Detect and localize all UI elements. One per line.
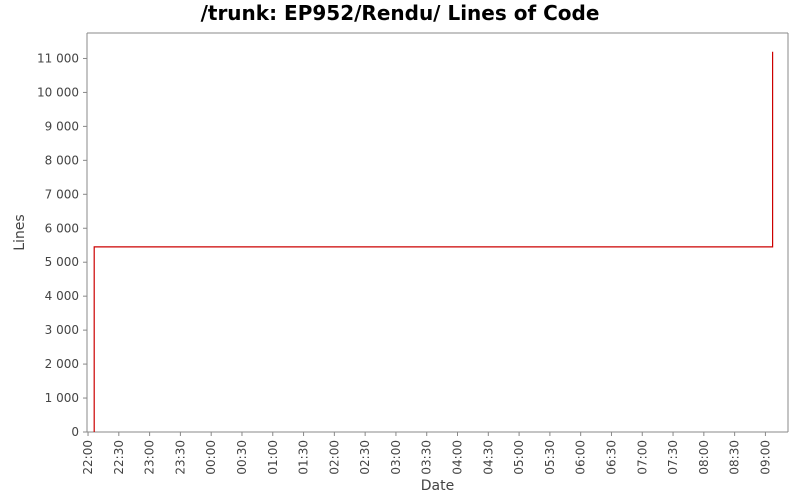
- x-tick-label: 02:30: [358, 440, 372, 475]
- x-tick-label: 05:30: [543, 440, 557, 475]
- x-tick-label: 04:00: [451, 440, 465, 475]
- y-tick-label: 0: [71, 425, 79, 439]
- plot-area: [86, 32, 789, 433]
- x-tick-label: 22:30: [112, 440, 126, 475]
- x-tick-label: 03:30: [420, 440, 434, 475]
- x-tick-label: 03:00: [389, 440, 403, 475]
- y-tick-label: 2 000: [45, 357, 79, 371]
- y-tick-label: 9 000: [45, 119, 79, 133]
- y-axis: 0 1 000 2 000 3 000 4 000 5 000 6 000 7 000 8 00…: [37, 51, 87, 439]
- y-axis-label: Lines: [12, 214, 28, 250]
- y-tick-label: 11 000: [37, 51, 79, 65]
- y-tick-label: 3 000: [45, 323, 79, 337]
- x-axis-label: Date: [421, 478, 454, 494]
- x-tick-label: 08:00: [697, 440, 711, 475]
- y-tick-label: 1 000: [45, 391, 79, 405]
- y-tick-label: 5 000: [45, 255, 79, 269]
- lines-of-code-series: [93, 51, 774, 432]
- x-tick-label: 04:30: [481, 440, 495, 475]
- y-tick-label: 4 000: [45, 289, 79, 303]
- x-tick-label: 09:00: [758, 440, 772, 475]
- x-tick-label: 06:00: [574, 440, 588, 475]
- x-axis: 22:00 22:30 23:00 23:30 00:00 00:30 01:00 01:30…: [81, 432, 772, 475]
- x-tick-label: 07:30: [666, 440, 680, 475]
- plot-background: [87, 33, 788, 432]
- x-tick-label: 22:00: [81, 440, 95, 475]
- x-tick-label: 23:30: [173, 440, 187, 475]
- x-tick-label: 00:00: [204, 440, 218, 475]
- x-tick-label: 08:30: [728, 440, 742, 475]
- y-tick-label: 10 000: [37, 85, 79, 99]
- y-tick-label: 6 000: [45, 221, 79, 235]
- x-tick-label: 07:00: [635, 440, 649, 475]
- x-tick-label: 01:30: [297, 440, 311, 475]
- x-tick-label: 02:00: [327, 440, 341, 475]
- x-tick-label: 06:30: [604, 440, 618, 475]
- y-tick-label: 8 000: [45, 153, 79, 167]
- chart-title: /trunk: EP952/Rendu/ Lines of Code: [201, 1, 600, 25]
- x-tick-label: 23:00: [143, 440, 157, 475]
- x-tick-label: 05:00: [512, 440, 526, 475]
- series-layer: [93, 51, 774, 432]
- x-tick-label: 00:30: [235, 440, 249, 475]
- y-tick-label: 7 000: [45, 187, 79, 201]
- x-tick-label: 01:00: [266, 440, 280, 475]
